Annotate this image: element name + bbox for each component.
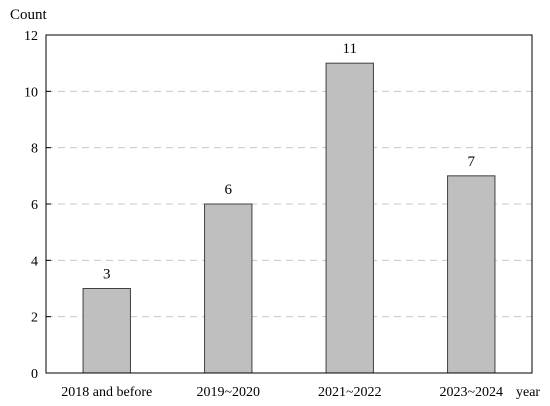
bar — [82, 288, 131, 374]
y-tick-label: 2 — [31, 311, 38, 326]
x-category-label: 2023~2024 — [439, 385, 503, 400]
bar — [447, 175, 496, 374]
y-tick-label: 6 — [31, 198, 38, 213]
x-category-label: 2021~2022 — [318, 385, 382, 400]
bar-value-label: 11 — [343, 41, 357, 57]
bar — [325, 62, 374, 374]
y-tick-label: 4 — [31, 254, 38, 269]
x-axis-title: year — [516, 385, 540, 400]
bar-value-label: 6 — [225, 182, 233, 198]
y-tick-label: 12 — [24, 29, 38, 44]
x-category-label: 2019~2020 — [196, 385, 260, 400]
y-axis-ticks — [46, 34, 51, 374]
bar-value-label: 7 — [468, 154, 476, 170]
bar — [204, 203, 253, 374]
y-axis-title: Count — [10, 7, 48, 23]
labels: 0 2 4 6 8 10 12 3 2018 and before 6 2019~2020 11 202… — [24, 29, 503, 400]
gridlines — [46, 90, 532, 318]
bars — [82, 62, 496, 374]
bar-value-label: 3 — [103, 267, 111, 283]
y-tick-label: 10 — [24, 85, 38, 100]
x-category-label: 2018 and before — [61, 385, 152, 400]
y-tick-label: 0 — [31, 367, 38, 382]
y-tick-label: 8 — [31, 142, 38, 157]
